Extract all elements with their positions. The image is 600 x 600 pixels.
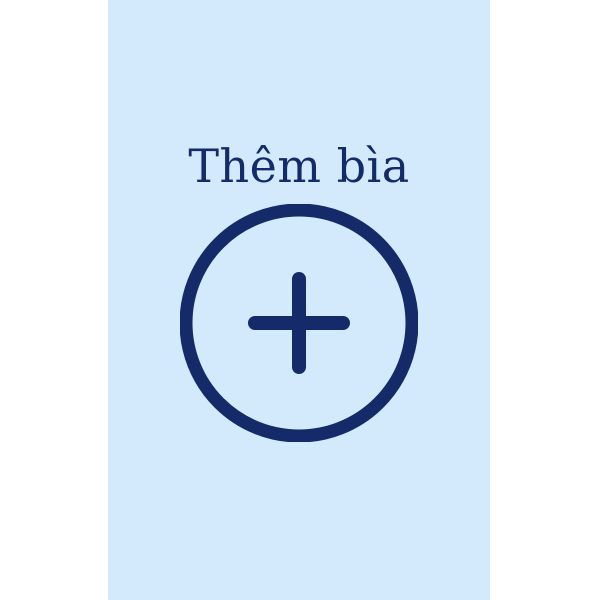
add-cover-button[interactable]: Thêm bìa <box>108 0 490 600</box>
add-cover-label: Thêm bìa <box>188 139 410 193</box>
add-circle-icon <box>180 204 418 442</box>
add-circle-ring-icon <box>180 204 418 442</box>
